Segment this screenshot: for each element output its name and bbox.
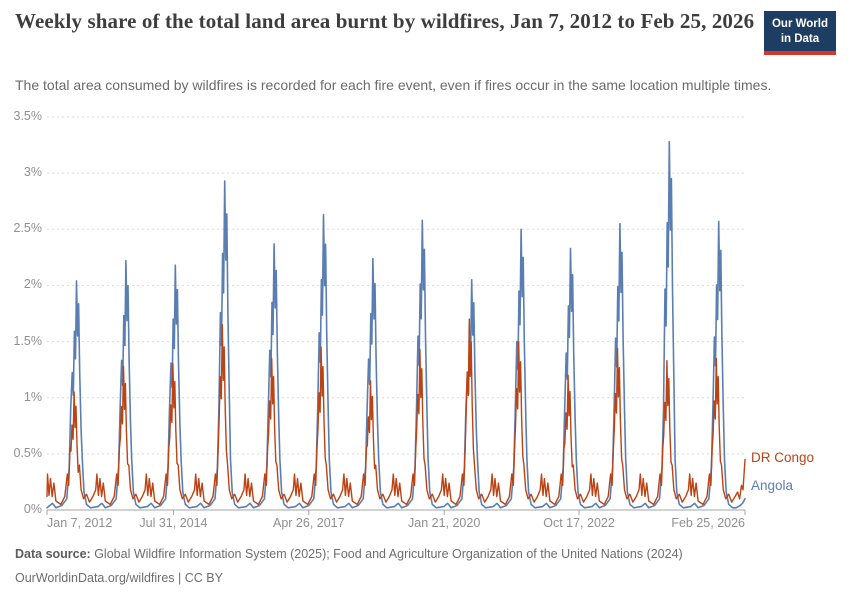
chart-title: Weekly share of the total land area burn… <box>15 9 755 33</box>
y-axis-tick-label: 2% <box>23 277 42 292</box>
x-axis-tick-label: Oct 17, 2022 <box>543 516 615 530</box>
y-axis-tick-label: 3.5% <box>13 109 43 123</box>
owid-logo-line1: Our World <box>771 18 828 30</box>
x-axis-tick-label: Jul 31, 2014 <box>139 516 208 530</box>
chart-subtitle: The total area consumed by wildfires is … <box>15 77 772 93</box>
legend-label-dr-congo: DR Congo <box>751 450 815 465</box>
x-axis-tick-label: Apr 26, 2017 <box>273 516 345 530</box>
data-source-text: Global Wildfire Information System (2025… <box>90 547 683 561</box>
owid-logo: Our World in Data <box>763 11 836 55</box>
legend-label-angola: Angola <box>751 478 794 493</box>
y-axis-tick-label: 1.5% <box>13 333 43 348</box>
x-axis-tick-label: Jan 7, 2012 <box>47 516 113 530</box>
license-line: OurWorldinData.org/wildfires | CC BY <box>15 570 223 585</box>
owid-logo-line2: in Data <box>780 32 820 45</box>
y-axis-tick-label: 2.5% <box>13 221 43 236</box>
data-source-line: Data source: Global Wildfire Information… <box>15 545 683 564</box>
data-source-label: Data source: <box>15 547 91 561</box>
y-axis-tick-label: 3% <box>23 165 42 180</box>
y-axis-tick-label: 0.5% <box>13 445 43 460</box>
x-axis-tick-label: Jan 21, 2020 <box>408 516 481 530</box>
y-axis-tick-label: 1% <box>23 389 42 404</box>
x-axis-tick-label: Feb 25, 2026 <box>671 516 745 530</box>
y-axis-tick-label: 0% <box>23 502 42 516</box>
footer: Data source: Global Wildfire Information… <box>15 545 683 588</box>
